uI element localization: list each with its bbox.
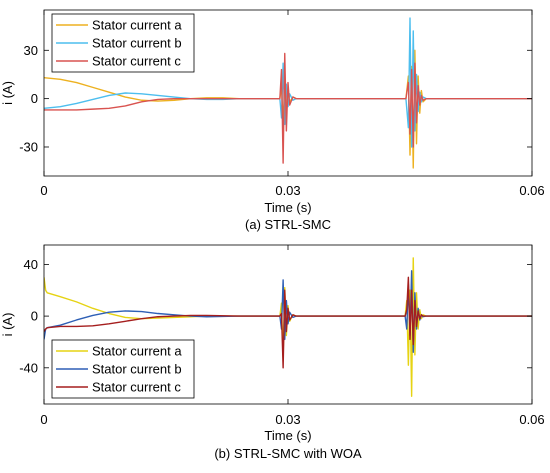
x-axis-label: Time (s): [264, 200, 311, 215]
legend-label: Stator current a: [92, 18, 182, 33]
x-tick-label: 0: [40, 412, 47, 427]
x-axis-label: Time (s): [264, 428, 311, 443]
series-line-c: [44, 276, 532, 369]
y-tick-label: 30: [24, 43, 38, 58]
legend: Stator current a Stator current b Stator c…: [51, 339, 195, 399]
series-line-a: [44, 257, 532, 397]
legend-label: Stator current c: [92, 54, 181, 69]
chart-b: 0 0.03 0.06 -40 0 40 Time (s) i (A) (b) STRL-SMC…: [0, 244, 545, 461]
x-tick-label: 0.06: [519, 412, 544, 427]
legend: Stator current a Stator current b Stator c…: [51, 13, 195, 73]
y-tick-label: -30: [19, 139, 38, 154]
x-tick-label: 0.03: [275, 412, 300, 427]
legend-label: Stator current a: [92, 344, 182, 359]
y-axis-label: i (A): [0, 81, 15, 105]
x-tick-label: 0.06: [519, 183, 544, 198]
y-tick-label: 0: [31, 309, 38, 324]
series-group: [44, 17, 532, 169]
chart-a: 0 0.03 0.06 -30 0 30 Time (s) i (A) (a) STRL-SMC…: [0, 9, 545, 232]
series-line-c: [44, 52, 532, 164]
chart-caption: (b) STRL-SMC with WOA: [214, 446, 362, 461]
legend-label: Stator current b: [92, 362, 182, 377]
x-tick-label: 0: [40, 183, 47, 198]
legend-label: Stator current c: [92, 380, 181, 395]
y-tick-label: -40: [19, 360, 38, 375]
y-tick-label: 40: [24, 257, 38, 272]
chart-caption: (a) STRL-SMC: [245, 217, 331, 232]
y-axis-label: i (A): [0, 313, 15, 337]
y-tick-label: 0: [31, 91, 38, 106]
legend-label: Stator current b: [92, 36, 182, 51]
x-tick-label: 0.03: [275, 183, 300, 198]
series-group: [44, 257, 532, 397]
